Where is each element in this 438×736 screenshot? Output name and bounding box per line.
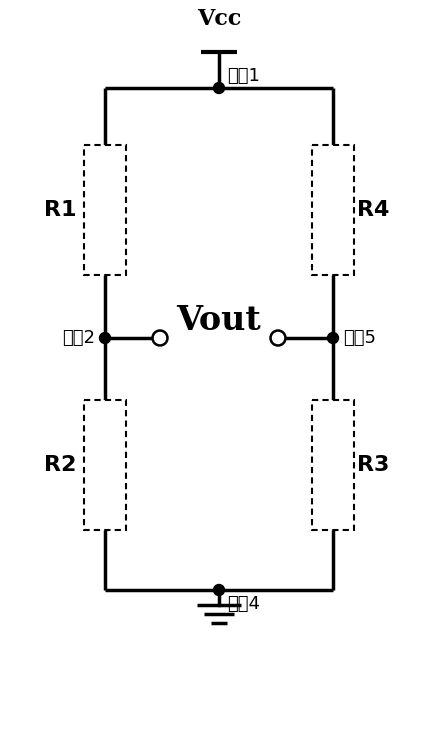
Text: Vout: Vout: [176, 303, 261, 336]
Text: Vcc: Vcc: [196, 8, 240, 30]
Bar: [84, 400, 126, 530]
Text: 节点2: 节点2: [62, 329, 95, 347]
Text: R4: R4: [356, 200, 389, 220]
Bar: [311, 145, 353, 275]
Text: R3: R3: [356, 455, 389, 475]
Circle shape: [327, 333, 338, 344]
Bar: [311, 400, 353, 530]
Bar: [84, 145, 126, 275]
Text: R1: R1: [44, 200, 76, 220]
Text: 节点4: 节点4: [226, 595, 259, 613]
Circle shape: [99, 333, 110, 344]
Circle shape: [213, 82, 224, 93]
Circle shape: [213, 584, 224, 595]
Circle shape: [272, 333, 283, 344]
Circle shape: [154, 333, 165, 344]
Text: R2: R2: [44, 455, 76, 475]
Text: 节点1: 节点1: [226, 67, 259, 85]
Text: 节点5: 节点5: [342, 329, 375, 347]
